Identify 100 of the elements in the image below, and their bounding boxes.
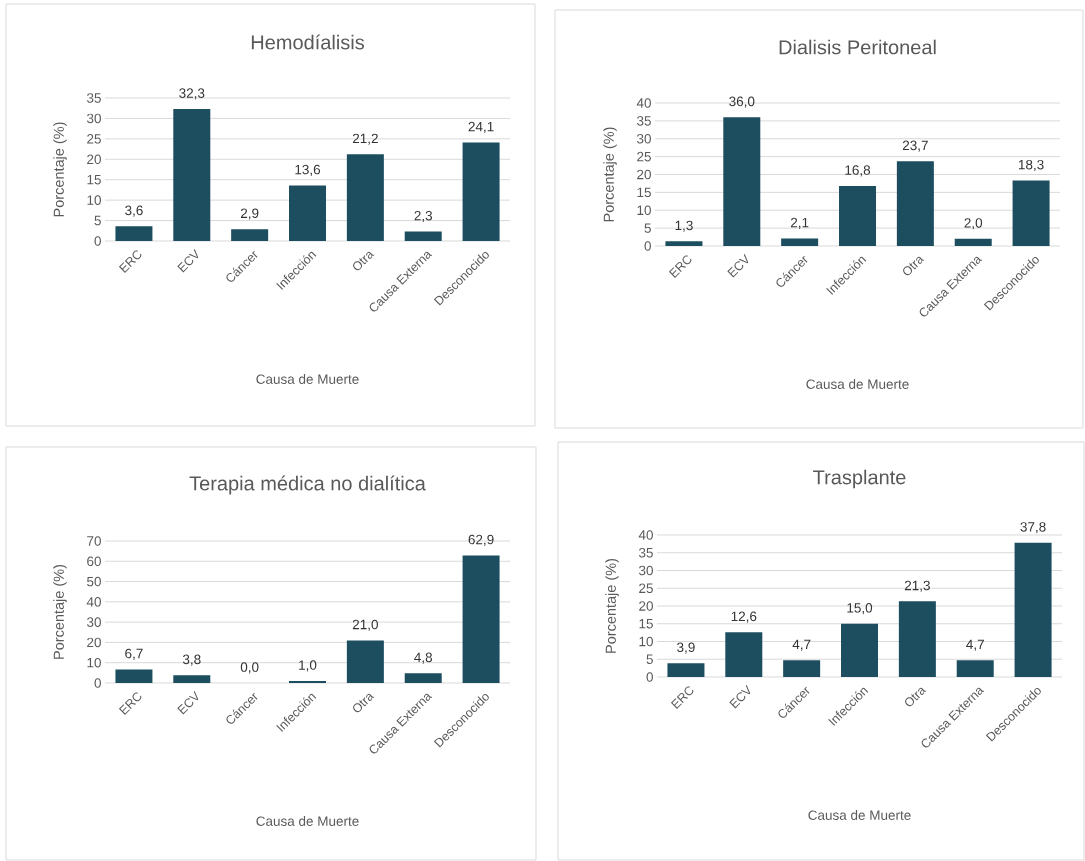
data-label: 13,6 (295, 164, 321, 176)
y-tick-label: 40 (86, 597, 101, 607)
bar (665, 241, 703, 246)
data-label: 4,8 (414, 652, 433, 664)
y-tick-label: 20 (87, 637, 101, 648)
y-axis-title: Porcentaje (%) (603, 127, 617, 222)
y-tick-label: 35 (638, 547, 653, 558)
y-tick-label: 0 (94, 236, 101, 246)
bar (115, 226, 153, 241)
data-label: 62,9 (468, 534, 494, 546)
y-tick-label: 0 (94, 678, 101, 688)
x-tick-label: Otra (903, 256, 925, 276)
chart-title: Dialisis Peritoneal (779, 39, 936, 55)
x-axis-title: Causa de Muerte (256, 374, 359, 384)
y-tick-label: 10 (87, 657, 101, 668)
data-label: 3,9 (677, 642, 695, 654)
data-label: 21,3 (904, 580, 930, 592)
bar (346, 154, 384, 241)
bar (346, 640, 384, 683)
bar (1014, 542, 1052, 677)
bar (1012, 180, 1050, 246)
y-tick-label: 15 (87, 174, 101, 185)
bar (404, 231, 442, 241)
y-tick-label: 40 (638, 530, 653, 540)
data-label: 3,8 (182, 654, 201, 666)
bar (956, 660, 994, 677)
y-tick-label: 30 (638, 565, 653, 576)
bar (781, 238, 819, 246)
data-label: 37,8 (1020, 522, 1046, 534)
bar (462, 142, 500, 241)
data-label: 21,0 (352, 619, 378, 631)
chart-title: Trasplante (813, 469, 906, 489)
y-tick-label: 5 (94, 215, 101, 226)
bar (896, 161, 934, 246)
y-tick-label: 10 (639, 636, 653, 647)
y-tick-label: 25 (637, 151, 651, 162)
y-tick-label: 0 (644, 241, 651, 251)
data-label: 3,6 (125, 205, 143, 217)
bar (841, 623, 879, 677)
y-tick-label: 15 (637, 187, 651, 198)
data-label: 18,3 (1018, 159, 1044, 172)
bar (289, 680, 327, 683)
data-label: 2,1 (790, 217, 809, 229)
bar (173, 109, 211, 241)
y-tick-label: 35 (636, 116, 651, 126)
y-tick-label: 25 (639, 583, 653, 594)
y-tick-label: 5 (646, 654, 653, 664)
x-tick-label: Otra (353, 693, 375, 713)
bar (723, 117, 761, 246)
bar (462, 555, 500, 683)
x-tick-label: Otra (905, 687, 927, 707)
y-tick-label: 30 (636, 133, 651, 144)
bar (231, 229, 269, 241)
data-label: 0,0 (240, 662, 259, 674)
y-axis-title: Porcentaje (%) (53, 564, 67, 659)
bar (954, 238, 992, 246)
y-tick-label: 70 (87, 536, 101, 546)
y-tick-label: 25 (87, 134, 101, 144)
y-axis-title: Porcentaje (%) (53, 122, 67, 217)
bar (115, 669, 153, 683)
data-label: 21,2 (352, 133, 378, 145)
x-tick-label: Otra (353, 251, 375, 271)
bar (725, 632, 763, 677)
data-label: 1,3 (675, 220, 693, 232)
x-axis-title: Causa de Muerte (256, 816, 359, 826)
y-tick-label: 20 (639, 601, 653, 611)
y-tick-label: 40 (636, 98, 651, 108)
data-label: 16,8 (845, 165, 871, 177)
data-label: 12,6 (731, 611, 757, 623)
bar (173, 675, 211, 683)
bar (839, 185, 877, 246)
y-tick-label: 60 (87, 556, 101, 567)
bar (783, 660, 821, 677)
bar (404, 673, 442, 683)
data-label: 4,7 (792, 639, 811, 651)
y-tick-label: 50 (87, 576, 101, 587)
data-label: 1,0 (299, 660, 317, 672)
x-axis-title: Causa de Muerte (806, 379, 909, 389)
bar (667, 663, 705, 677)
bar (898, 601, 936, 677)
y-tick-label: 5 (644, 223, 651, 233)
y-tick-label: 10 (87, 195, 101, 205)
data-label: 2,0 (964, 218, 983, 230)
chart-title: Hemodíalisis (251, 34, 365, 50)
y-tick-label: 30 (86, 617, 101, 627)
y-tick-label: 15 (639, 619, 653, 629)
y-tick-label: 20 (87, 154, 101, 165)
data-label: 2,3 (414, 210, 433, 223)
y-tick-label: 20 (637, 169, 651, 180)
y-tick-label: 35 (86, 93, 101, 103)
data-label: 4,7 (966, 639, 984, 651)
bar (289, 185, 327, 241)
data-label: 6,7 (125, 648, 143, 660)
data-label: 15,0 (847, 603, 873, 615)
data-label: 2,9 (240, 208, 259, 220)
y-axis-title: Porcentaje (%) (605, 558, 619, 653)
y-tick-label: 10 (637, 205, 651, 216)
data-label: 23,7 (902, 140, 928, 152)
data-label: 36,0 (729, 96, 755, 108)
y-tick-label: 0 (646, 672, 653, 682)
